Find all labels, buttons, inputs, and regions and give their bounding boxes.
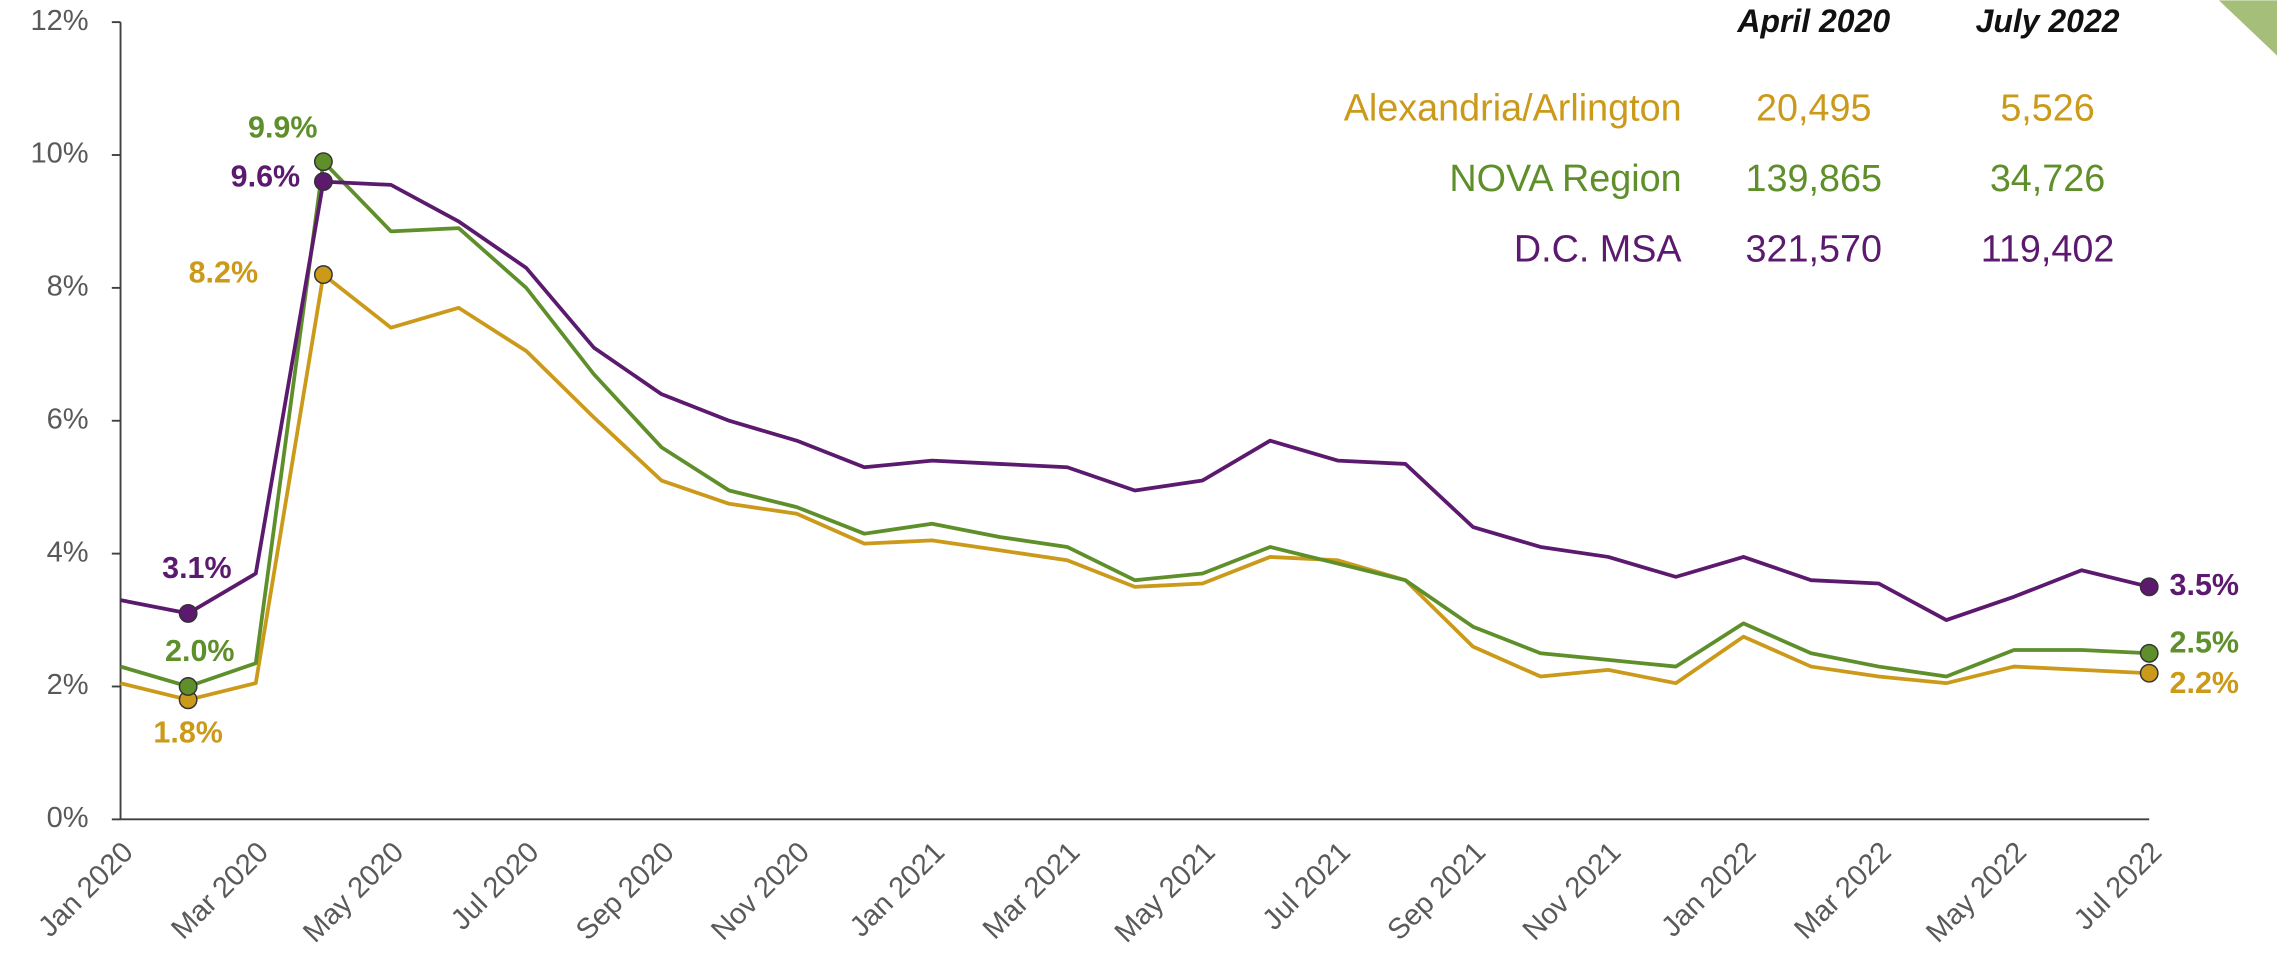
- table-header: April 2020: [1736, 3, 1890, 39]
- legend-label: NOVA Region: [1449, 157, 1681, 199]
- y-tick-label: 10%: [30, 138, 88, 170]
- data-label: 3.5%: [2170, 568, 2239, 602]
- table-value: 321,570: [1746, 228, 1882, 270]
- data-point: [2139, 663, 2159, 683]
- table-value: 20,495: [1756, 87, 1871, 129]
- x-tick-label: Jan 2022: [1655, 836, 1762, 943]
- table-value: 139,865: [1746, 157, 1882, 199]
- data-point: [313, 152, 333, 172]
- data-label: 3.1%: [162, 551, 231, 585]
- data-label: 2.0%: [165, 634, 234, 668]
- x-tick-label: Mar 2020: [166, 836, 275, 945]
- y-tick-label: 8%: [47, 271, 89, 303]
- x-tick-label: Jan 2021: [844, 836, 951, 943]
- table-value: 34,726: [1990, 157, 2105, 199]
- y-tick-label: 0%: [47, 802, 89, 834]
- table-value: 5,526: [2000, 87, 2094, 129]
- series-line: [120, 179, 2150, 622]
- table-value: 119,402: [1981, 228, 2115, 270]
- x-tick-label: Mar 2022: [1788, 836, 1897, 945]
- x-tick-label: Nov 2020: [705, 836, 816, 947]
- series-line: [120, 272, 2150, 702]
- x-tick-label: Jul 2022: [2068, 836, 2168, 936]
- x-tick-label: Mar 2021: [977, 836, 1086, 945]
- data-point: [2139, 643, 2159, 663]
- x-tick-label: Jul 2020: [445, 836, 545, 936]
- data-point: [178, 677, 198, 696]
- x-tick-label: Sep 2020: [570, 836, 681, 947]
- x-tick-label: Nov 2021: [1517, 836, 1628, 947]
- legend-label: D.C. MSA: [1514, 228, 1683, 270]
- y-tick-label: 6%: [47, 403, 89, 435]
- data-label: 1.8%: [153, 716, 222, 750]
- data-label: 2.2%: [2170, 666, 2239, 700]
- x-tick-label: May 2022: [1920, 836, 2033, 949]
- legend-label: Alexandria/Arlington: [1344, 87, 1682, 129]
- data-point: [178, 603, 198, 623]
- y-tick-label: 2%: [47, 669, 89, 701]
- corner-decoration: [2218, 0, 2277, 56]
- y-tick-label: 12%: [30, 5, 88, 37]
- table-header: July 2022: [1976, 3, 2120, 39]
- x-tick-label: May 2021: [1109, 836, 1222, 949]
- data-label: 2.5%: [2170, 626, 2239, 660]
- x-tick-label: May 2020: [297, 836, 410, 949]
- data-point: [2139, 577, 2159, 597]
- x-tick-label: Jan 2020: [33, 836, 140, 943]
- data-point: [313, 265, 333, 285]
- data-label: 9.9%: [248, 111, 317, 145]
- x-tick-label: Jul 2021: [1257, 836, 1357, 936]
- y-tick-label: 4%: [47, 536, 89, 568]
- series-line: [119, 159, 2150, 689]
- data-label: 8.2%: [189, 256, 258, 290]
- x-tick-label: Sep 2021: [1382, 836, 1493, 947]
- data-label: 9.6%: [231, 160, 300, 194]
- data-point: [313, 172, 333, 192]
